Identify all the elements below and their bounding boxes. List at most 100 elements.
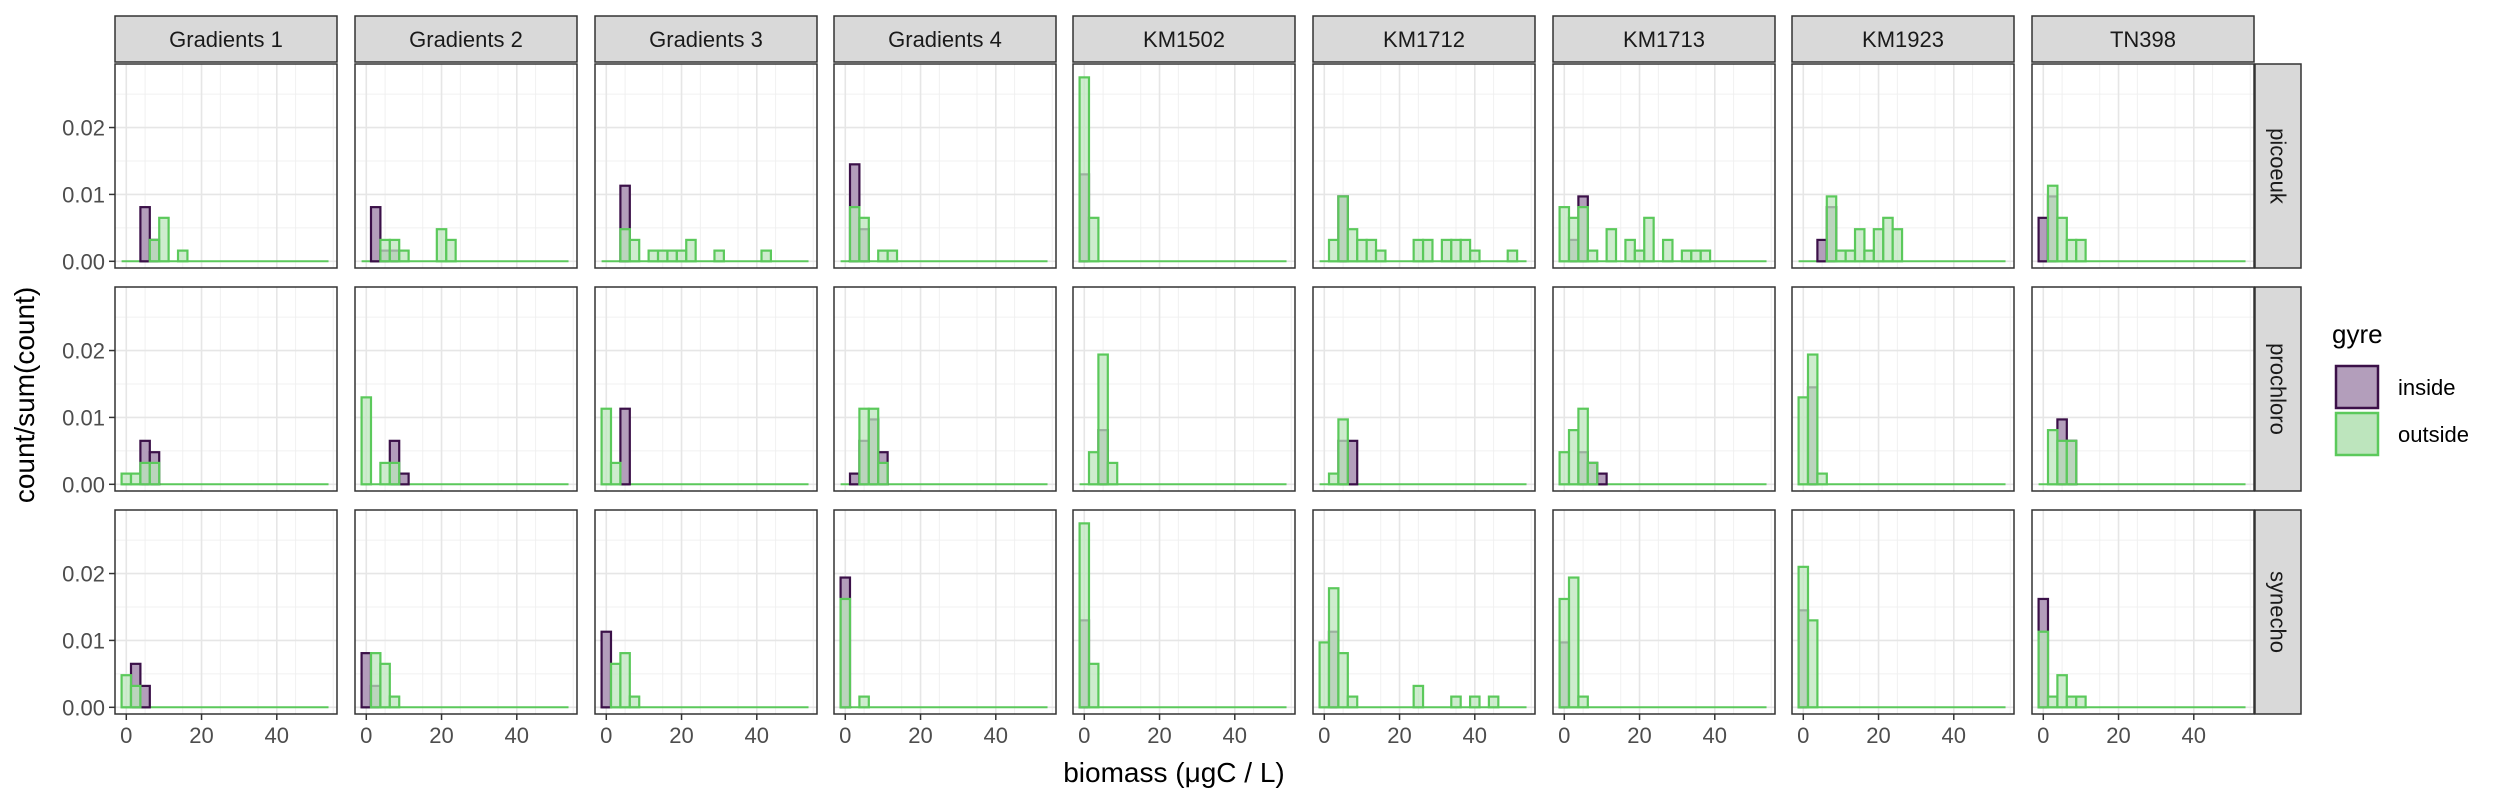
panel-km1502-synecho: 0 20 40: [1072, 509, 1296, 748]
panel-border: [833, 63, 1057, 269]
panel-background: [1553, 64, 1775, 268]
x-tick-label: 20: [1866, 723, 1890, 748]
x-tick-label: 0: [1797, 723, 1809, 748]
panel-border: [1552, 286, 1776, 492]
histogram-bar-outside: [139, 461, 151, 486]
histogram-bar-outside: [609, 461, 622, 486]
x-tick-label: 40: [265, 723, 289, 748]
histogram-bar-outside: [1346, 228, 1359, 263]
panel-background: [1553, 510, 1775, 714]
histogram-bar-outside: [360, 396, 373, 486]
histogram-bar-outside: [1487, 695, 1500, 709]
histogram-bar-outside: [1078, 522, 1091, 709]
panel-background: [1553, 287, 1775, 491]
strip-km1502: [1072, 15, 1296, 63]
panel-border: [594, 286, 818, 492]
histogram-bar-outside: [435, 228, 448, 263]
strip-gradients-3: [594, 15, 818, 63]
histogram-bar-outside: [1577, 407, 1589, 486]
histogram-bar-outside: [760, 249, 773, 263]
panel-tn398-prochloro: [2031, 286, 2255, 492]
histogram-bar-outside: [1468, 695, 1481, 709]
panel-border: [354, 509, 578, 715]
x-tick-label: 20: [2106, 723, 2130, 748]
histogram-bar-outside: [1863, 249, 1875, 263]
panel-gradients-3-synecho: 0 20 40: [594, 509, 818, 748]
y-tick-label: 0.00: [62, 695, 105, 720]
histogram-bar-outside: [647, 249, 660, 263]
histogram-bar-inside: [1596, 472, 1608, 486]
histogram-bar-outside: [1459, 238, 1472, 263]
panel-km1502-prochloro: [1072, 286, 1296, 492]
x-tick-label: 0: [1078, 723, 1090, 748]
histogram-bar-outside: [1337, 195, 1349, 263]
panel-border: [1791, 63, 2015, 269]
x-tick-label: 40: [745, 723, 769, 748]
strip-label-gradients-1: Gradients 1: [169, 27, 283, 52]
histogram-bar-outside: [1327, 587, 1340, 709]
histogram-bar-outside: [1567, 429, 1580, 486]
histogram-bar-outside: [120, 674, 133, 709]
histogram-bar-outside: [858, 216, 870, 263]
histogram-bar-outside: [1690, 249, 1702, 263]
strip-label-picoeuk: picoeuk: [2266, 128, 2291, 205]
histogram-bar-outside: [1872, 228, 1885, 263]
strip-label-km1923: KM1923: [1862, 27, 1944, 52]
histogram-bar-outside: [839, 597, 852, 709]
y-tick-label: 0.02: [62, 116, 105, 141]
strip-gradients-2: [354, 15, 578, 63]
panel-border: [1312, 286, 1536, 492]
x-tick-label: 0: [600, 723, 612, 748]
histogram-bar-outside: [1567, 576, 1580, 709]
histogram-bar-outside: [1346, 695, 1359, 709]
panel-gradients-3-picoeuk: [594, 63, 818, 269]
strip-label-gradients-4: Gradients 4: [888, 27, 1002, 52]
histogram-bar-outside: [158, 216, 170, 263]
histogram-bar-outside: [1087, 451, 1100, 486]
panel-border: [354, 286, 578, 492]
x-tick-label: 40: [505, 723, 529, 748]
histogram-bar-outside: [2046, 695, 2059, 709]
panel-border: [833, 286, 1057, 492]
panel-background: [355, 287, 577, 491]
y-tick-label: 0.02: [62, 339, 105, 364]
histogram-bar-outside: [1440, 238, 1453, 263]
x-tick-label: 20: [189, 723, 213, 748]
histogram-bar-outside: [379, 238, 391, 263]
panel-grid: Gradients 1 Gradients 2 Gradients 3 Gradien…: [62, 15, 2302, 748]
panel-km1502-picoeuk: [1072, 63, 1296, 269]
panel-km1923-synecho: 0 20 40: [1791, 509, 2015, 748]
histogram-bar-outside: [1327, 472, 1340, 486]
panel-background: [355, 64, 577, 268]
histogram-bar-outside: [129, 472, 142, 486]
panel-gradients-4-prochloro: [833, 286, 1057, 492]
strip-label-km1712: KM1712: [1383, 27, 1465, 52]
histogram-bar-outside: [1558, 597, 1571, 709]
histogram-bar-outside: [148, 461, 161, 486]
panel-gradients-4-synecho: 0 20 40: [833, 509, 1057, 748]
histogram-bar-outside: [609, 662, 622, 709]
histogram-bar-inside: [360, 652, 373, 709]
histogram-bar-outside: [656, 249, 669, 263]
strip-label-km1502: KM1502: [1143, 27, 1225, 52]
x-tick-label: 40: [1942, 723, 1966, 748]
panel-border: [114, 63, 338, 269]
panel-border: [1552, 509, 1776, 715]
histogram-bar-outside: [685, 238, 697, 263]
histogram-bar-outside: [628, 238, 641, 263]
panel-tn398-picoeuk: [2031, 63, 2255, 269]
y-tick-label: 0.02: [62, 562, 105, 587]
histogram-bar-outside: [2075, 695, 2087, 709]
panel-background: [595, 64, 817, 268]
legend: gyre inside outside: [2332, 319, 2469, 457]
x-tick-label: 40: [1703, 723, 1727, 748]
panel-border: [2031, 63, 2255, 269]
histogram-bar-outside: [2056, 674, 2068, 709]
panel-km1712-picoeuk: [1312, 63, 1536, 269]
histogram-bar-inside: [848, 472, 861, 486]
strip-km1712: [1312, 15, 1536, 63]
panel-background: [834, 64, 1056, 268]
histogram-bar-outside: [619, 652, 631, 709]
histogram-bar-outside: [877, 249, 889, 263]
histogram-bar-outside: [1699, 249, 1712, 263]
